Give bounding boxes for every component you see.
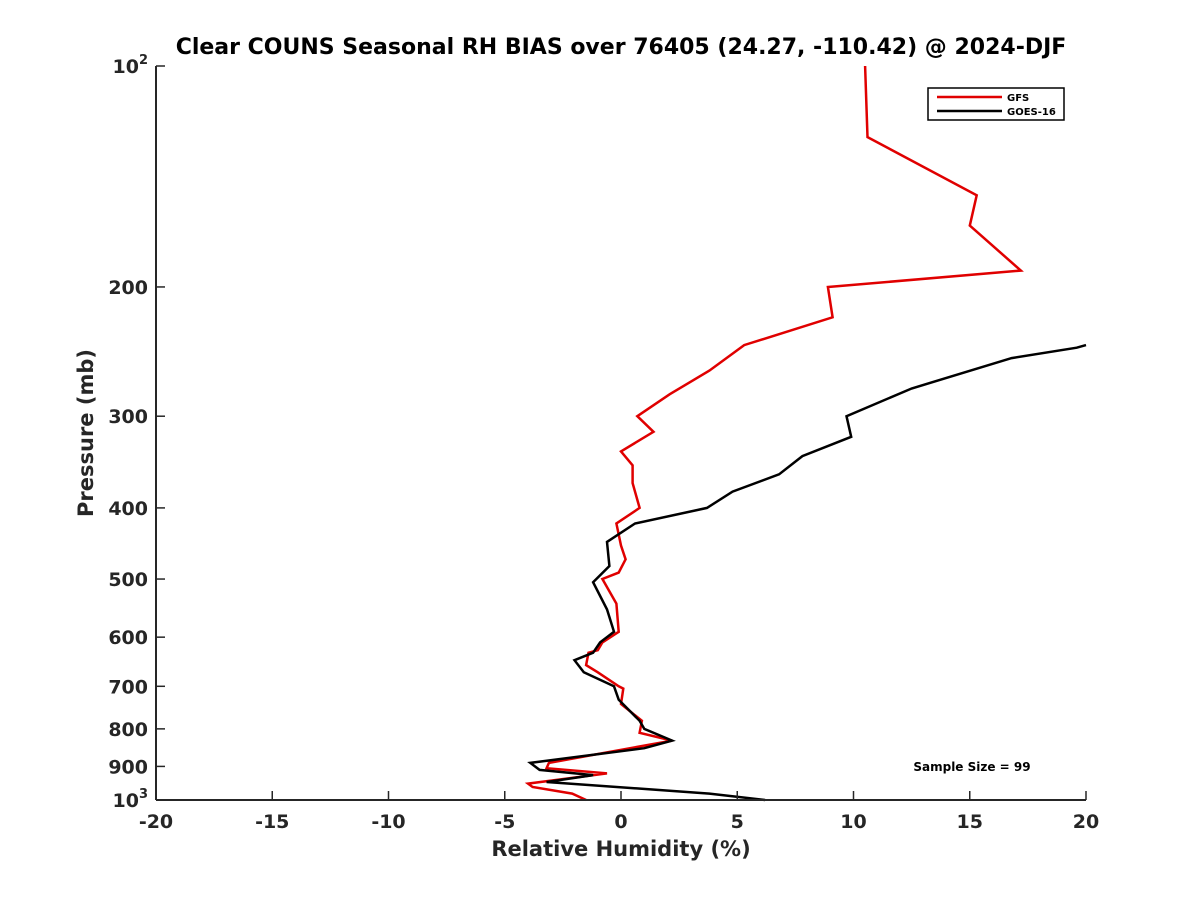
y-tick-label: 700 [108, 676, 148, 698]
y-tick-label: 600 [108, 627, 148, 649]
y-tick-label: 300 [108, 406, 148, 428]
legend-box [927, 87, 1065, 121]
x-tick-label: -20 [139, 811, 173, 833]
y-tick-label: 200 [108, 277, 148, 299]
x-ticks: -20 -15 -10 -5 0 5 10 15 20 [139, 791, 1099, 833]
legend-label-gfs: GFS [1007, 93, 1029, 104]
series-line-goes-16 [527, 343, 1087, 802]
y-tick-label: 500 [108, 569, 148, 591]
x-axis-label: Relative Humidity (%) [491, 837, 750, 861]
x-tick-label: -10 [371, 811, 405, 833]
plot-background [156, 66, 1086, 800]
x-tick-label: -15 [255, 811, 289, 833]
y-tick-label: 102 [113, 53, 149, 78]
sample-size-annotation: Sample Size = 99 [913, 760, 1030, 774]
x-tick-label: 0 [614, 811, 627, 833]
y-axis-label: Pressure (mb) [74, 349, 98, 517]
x-tick-label: 15 [957, 811, 983, 833]
y-tick-label: 103 [113, 787, 149, 812]
x-tick-label: 10 [840, 811, 866, 833]
y-tick-label: 900 [108, 756, 148, 778]
series-layer [524, 65, 1087, 802]
legend: GFS GOES-16 [927, 87, 1065, 121]
chart-title: Clear COUNS Seasonal RH BIAS over 76405 … [176, 35, 1067, 60]
x-tick-label: -5 [494, 811, 515, 833]
y-tick-label: 800 [108, 719, 148, 741]
y-tick-label: 400 [108, 498, 148, 520]
legend-label-goes-16: GOES-16 [1007, 107, 1056, 118]
plot-area [156, 66, 1086, 800]
y-ticks: 102 200 300 400 500 600 700 800 900 103 [108, 53, 165, 812]
series-line-gfs [524, 65, 1024, 802]
x-tick-label: 5 [731, 811, 744, 833]
x-tick-label: 20 [1073, 811, 1099, 833]
